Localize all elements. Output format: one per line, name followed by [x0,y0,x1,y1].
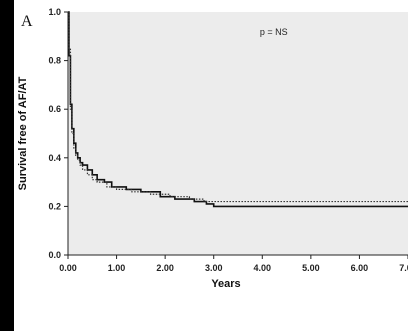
x-tick-label: 5.00 [302,263,320,273]
y-tick-label: 0.6 [48,104,61,114]
y-tick-label: 0.2 [48,201,61,211]
tick-layer: 0.00 1.00 2.00 3.00 4.00 5.00 6.00 7.00 0.0 0.2 0.… [48,7,408,273]
p-value-annotation: p = NS [260,27,288,37]
series-layer [68,11,408,208]
y-tick-label: 0.0 [48,250,61,260]
survival-curve-dotted [68,11,408,203]
plot-area [68,12,408,255]
figure-panel: A 0.00 1.00 2.00 3.00 4.00 5.00 6.00 7.00 0.0 0.2… [14,0,408,331]
y-tick-label: 0.4 [48,153,61,163]
y-axis-title: Survival free of AF/AT [17,76,29,190]
x-tick-label: 0.00 [59,263,77,273]
x-axis-title: Years [211,278,240,290]
x-tick-label: 4.00 [254,263,272,273]
x-tick-label: 6.00 [351,263,369,273]
panel-letter: A [21,13,33,30]
survival-chart: A 0.00 1.00 2.00 3.00 4.00 5.00 6.00 7.00 0.0 0.2… [17,7,408,290]
x-tick-label: 3.00 [205,263,223,273]
x-tick-label: 1.00 [108,263,126,273]
x-tick-label: 2.00 [156,263,174,273]
y-tick-label: 0.8 [48,56,61,66]
y-tick-label: 1.0 [48,7,61,17]
x-tick-label: 7.00 [399,263,408,273]
